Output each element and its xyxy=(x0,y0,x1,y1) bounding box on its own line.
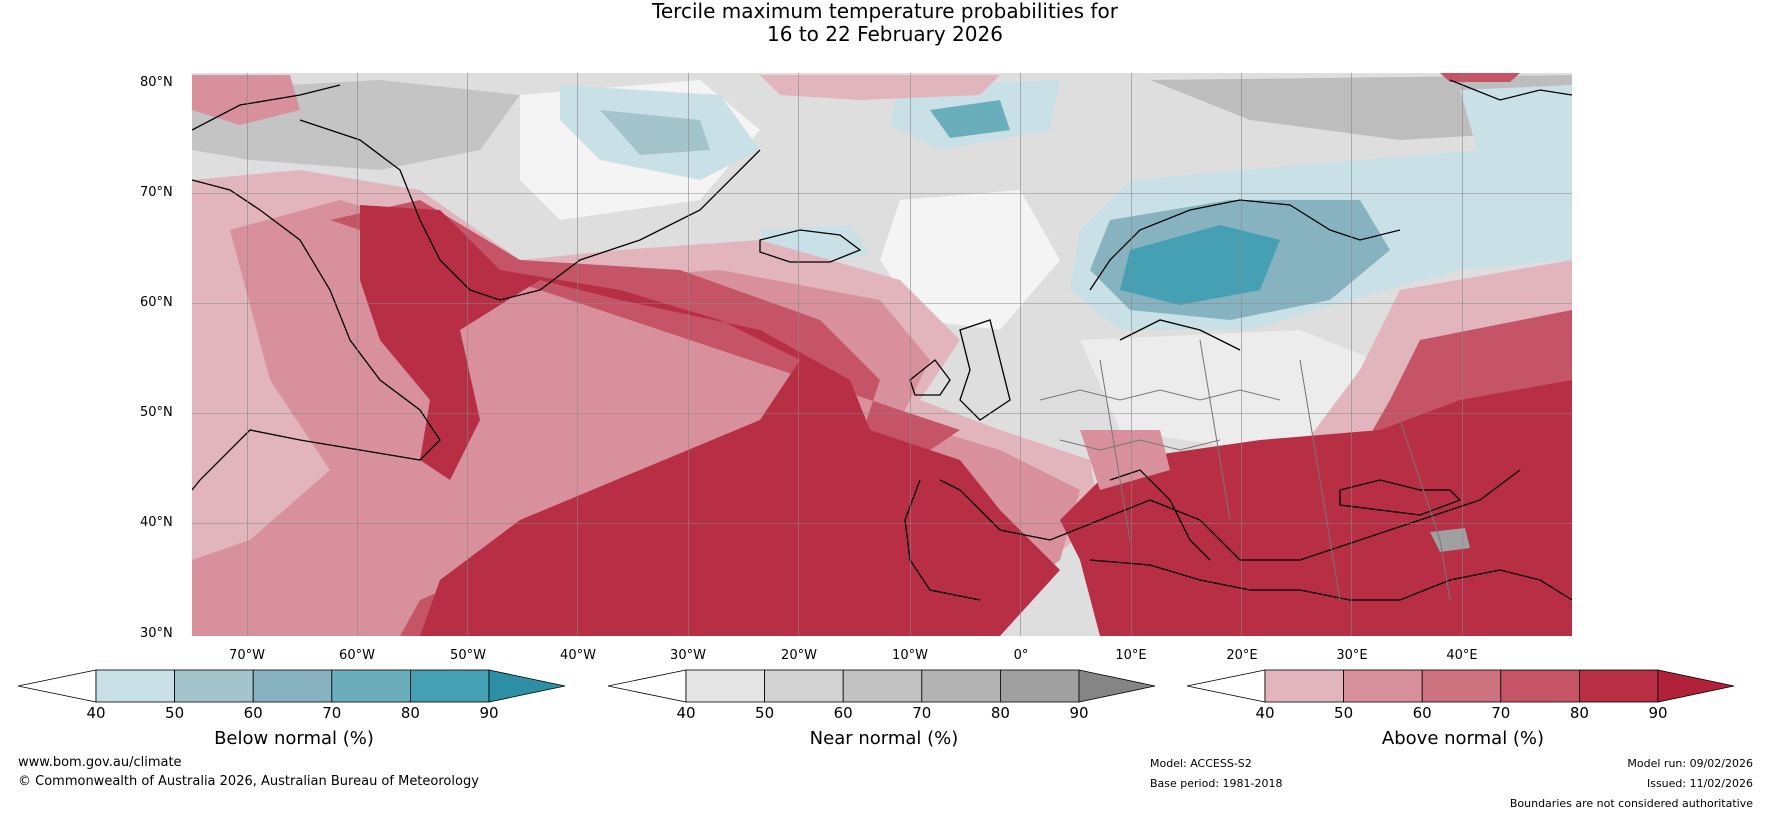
footer-base-period: Base period: 1981-2018 xyxy=(1150,777,1283,790)
colorbar-tick-label: 70 xyxy=(1491,704,1511,722)
below-normal-region xyxy=(1120,225,1280,305)
colorbar-tick-label: 50 xyxy=(755,704,775,722)
footer-disclaimer: Boundaries are not considered authoritat… xyxy=(1509,797,1753,810)
lat-label: 60°N xyxy=(140,295,173,310)
footer-issued: Issued: 11/02/2026 xyxy=(1646,777,1753,790)
footer-model: Model: ACCESS-S2 xyxy=(1150,757,1252,770)
colorbar-under-triangle xyxy=(607,669,687,703)
colorbar-tick-label: 50 xyxy=(165,704,185,722)
colorbar-tick-label: 40 xyxy=(86,704,106,722)
lon-label: 10°W xyxy=(892,648,928,663)
colorbar-tick-label: 80 xyxy=(990,704,1010,722)
colorbar-swatch xyxy=(999,669,1080,703)
footer-model-run: Model run: 09/02/2026 xyxy=(1627,757,1753,770)
colorbar-tick-label: 70 xyxy=(322,704,342,722)
lon-label: 30°W xyxy=(670,648,706,663)
country-borders xyxy=(1039,339,1451,601)
near-normal-region xyxy=(880,190,1060,330)
colorbar-swatches xyxy=(17,669,566,703)
colorbar-over-triangle xyxy=(1078,669,1156,703)
above-normal-region xyxy=(360,205,1060,636)
colorbar-swatches xyxy=(1186,669,1735,703)
lon-label: 30°E xyxy=(1336,648,1368,663)
colorbar-swatch xyxy=(842,669,923,703)
below-normal-region xyxy=(600,110,710,155)
colorbar-tick-label: 90 xyxy=(1648,704,1668,722)
lon-label: 60°W xyxy=(339,648,375,663)
lon-label: 40°E xyxy=(1446,648,1478,663)
colorbar-tick-label: 90 xyxy=(479,704,499,722)
colorbar-tick-label: 90 xyxy=(1069,704,1089,722)
colorbar-tick-label: 50 xyxy=(1334,704,1354,722)
above-normal-region xyxy=(1440,73,1520,82)
above-normal-region xyxy=(1060,380,1572,636)
colorbar-swatch xyxy=(409,669,490,703)
above-normal-region xyxy=(192,75,300,125)
colorbar-swatch xyxy=(685,669,765,703)
colorbar-tick-label: 40 xyxy=(676,704,696,722)
colorbar-tick-label: 80 xyxy=(1569,704,1589,722)
below-normal-region xyxy=(1460,85,1572,160)
lon-label: 20°E xyxy=(1226,648,1258,663)
colorbar-under-triangle xyxy=(1186,669,1266,703)
colorbar-over-triangle xyxy=(1657,669,1735,703)
colorbar-swatch xyxy=(174,669,254,703)
colorbar-swatch xyxy=(331,669,411,703)
lon-label: 50°W xyxy=(450,648,486,663)
graticule xyxy=(192,73,1572,636)
colorbar-under-triangle xyxy=(17,669,97,703)
colorbar-tick-label: 60 xyxy=(243,704,263,722)
colorbar-swatch xyxy=(1578,669,1659,703)
colorbar-below-normal xyxy=(17,669,566,703)
colorbar-swatch xyxy=(1421,669,1502,703)
lat-label: 50°N xyxy=(140,405,173,420)
lon-label: 20°W xyxy=(781,648,817,663)
lon-label: 70°W xyxy=(229,648,265,663)
colorbar-swatch xyxy=(1343,669,1423,703)
above-normal-region xyxy=(760,75,1000,100)
colorbar-tick-label: 60 xyxy=(1412,704,1432,722)
title-line-2: 16 to 22 February 2026 xyxy=(767,22,1003,46)
colorbar-tick-label: 70 xyxy=(912,704,932,722)
colorbar-swatch xyxy=(1500,669,1580,703)
below-normal-region xyxy=(930,100,1010,138)
colorbar-title-above: Above normal (%) xyxy=(1381,728,1545,749)
colorbar-swatch xyxy=(1264,669,1344,703)
colorbar-swatches xyxy=(607,669,1156,703)
colorbar-above-normal xyxy=(1186,669,1735,703)
colorbar-title-near: Near normal (%) xyxy=(809,728,959,749)
chart-title: Tercile maximum temperature probabilitie… xyxy=(0,0,1770,46)
colorbar-tick-label: 60 xyxy=(833,704,853,722)
lat-label: 80°N xyxy=(140,75,173,90)
colorbar-swatch xyxy=(764,669,844,703)
colorbar-near-normal xyxy=(607,669,1156,703)
above-normal-region xyxy=(1080,430,1170,490)
colorbar-tick-label: 80 xyxy=(400,704,420,722)
footer-copyright: © Commonwealth of Australia 2026, Austra… xyxy=(18,774,479,789)
colorbar-tick-label: 40 xyxy=(1255,704,1275,722)
footer-url: www.bom.gov.au/climate xyxy=(18,755,182,770)
colorbar-title-below: Below normal (%) xyxy=(214,728,374,749)
lat-label: 70°N xyxy=(140,185,173,200)
colorbar-swatch xyxy=(252,669,333,703)
colorbar-swatch xyxy=(921,669,1001,703)
lon-label: 10°E xyxy=(1115,648,1147,663)
colorbar-swatch xyxy=(95,669,175,703)
lat-label: 40°N xyxy=(140,515,173,530)
title-line-1: Tercile maximum temperature probabilitie… xyxy=(652,0,1118,23)
lon-label: 0° xyxy=(1013,648,1029,663)
near-normal-region xyxy=(1430,528,1470,552)
colorbar-over-triangle xyxy=(488,669,566,703)
lat-label: 30°N xyxy=(140,626,173,641)
lon-label: 40°W xyxy=(560,648,596,663)
